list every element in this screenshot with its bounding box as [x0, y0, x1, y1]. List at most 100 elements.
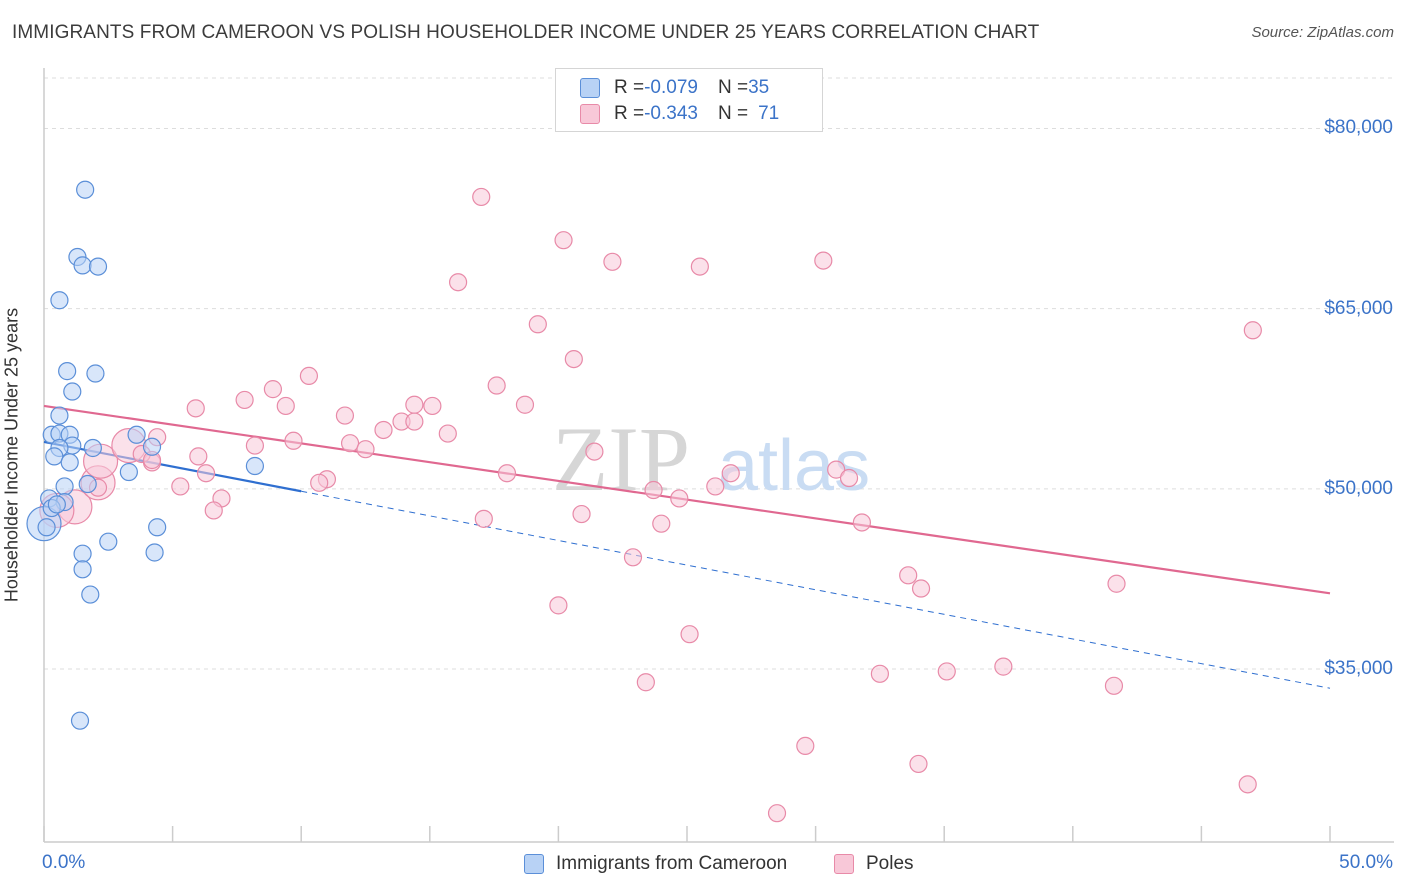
point-poles	[994, 657, 1013, 676]
point-poles	[870, 664, 890, 683]
bottom-legend-cameroon: Immigrants from Cameroon	[524, 852, 787, 876]
x-tick-min: 0.0%	[42, 852, 86, 873]
point-poles	[515, 395, 535, 414]
point-poles	[186, 399, 205, 418]
point-cameroon	[83, 438, 102, 458]
point-poles	[680, 625, 699, 644]
point-poles	[690, 257, 709, 276]
point-cameroon	[99, 532, 118, 551]
bottom-legend-swatch-poles	[834, 854, 854, 874]
point-poles	[423, 396, 442, 416]
legend-r-value: -0.079	[644, 77, 698, 98]
point-poles	[497, 464, 517, 483]
point-poles	[899, 566, 918, 585]
point-cameroon	[63, 382, 82, 401]
point-poles	[911, 579, 931, 598]
point-poles	[299, 366, 319, 386]
point-poles	[284, 431, 303, 450]
point-cameroon	[50, 291, 69, 310]
point-cameroon	[37, 518, 56, 537]
point-poles	[204, 501, 223, 520]
legend-r-label: R =	[614, 77, 645, 98]
point-poles	[438, 424, 457, 443]
axes	[43, 68, 1394, 843]
point-poles	[1243, 321, 1262, 340]
bottom-legend-swatch-cameroon	[524, 854, 544, 874]
point-poles	[356, 440, 375, 459]
correlation-legend: R = -0.079 N = 35 R = -0.343 N = 71	[555, 68, 823, 132]
point-poles	[245, 436, 265, 455]
legend-n-value: 35	[748, 77, 770, 98]
watermark: ZIP atlas	[552, 408, 870, 510]
watermark-atlas: atlas	[718, 426, 870, 506]
chart-title: IMMIGRANTS FROM CAMEROON VS POLISH HOUSE…	[12, 22, 1040, 43]
legend-row-cameroon: R = -0.079 N = 35	[580, 76, 769, 100]
point-poles	[405, 395, 424, 414]
point-cameroon	[148, 518, 167, 537]
source-label: Source: ZipAtlas.com	[1251, 24, 1394, 41]
point-poles	[644, 480, 663, 500]
point-cameroon	[88, 257, 108, 276]
point-poles	[335, 406, 355, 425]
point-cameroon	[142, 437, 162, 456]
point-cameroon	[76, 180, 95, 199]
point-poles	[1238, 775, 1257, 794]
point-poles	[572, 504, 591, 524]
y-axis-label: Householder Income Under 25 years	[1, 307, 22, 603]
point-poles	[472, 187, 491, 207]
point-poles	[767, 804, 787, 823]
point-poles	[340, 434, 360, 453]
point-poles	[263, 380, 283, 399]
point-poles	[374, 420, 393, 440]
point-cameroon	[58, 362, 77, 381]
point-cameroon	[86, 364, 105, 383]
point-poles	[852, 513, 871, 532]
point-poles	[721, 464, 740, 483]
point-poles	[448, 273, 468, 292]
point-poles	[1104, 676, 1124, 695]
point-poles	[603, 252, 622, 271]
y-tick-label: $65,000	[1324, 297, 1393, 319]
point-poles	[652, 514, 671, 533]
point-cameroon	[127, 425, 146, 444]
point-poles	[585, 442, 604, 461]
point-cameroon	[81, 585, 100, 604]
point-poles	[909, 754, 928, 774]
point-poles	[670, 489, 689, 508]
point-cameroon	[47, 495, 66, 514]
point-poles	[235, 390, 254, 410]
point-cameroon	[73, 256, 92, 275]
point-cameroon	[70, 711, 90, 730]
legend-n-label: N =	[717, 77, 749, 98]
point-cameroon	[45, 447, 64, 466]
point-cameroon	[78, 474, 97, 494]
legend-r-label: R =	[614, 103, 645, 124]
point-cameroon	[60, 453, 79, 472]
trend-extension-cameroon	[301, 490, 1331, 689]
y-tick-label: $80,000	[1324, 117, 1393, 139]
point-poles	[564, 349, 583, 369]
point-poles	[189, 447, 208, 466]
legend-swatch-poles	[580, 104, 600, 124]
legend-row-poles: R = -0.343 N = 71	[580, 102, 779, 126]
point-poles	[171, 477, 190, 496]
point-poles	[827, 460, 846, 479]
point-poles	[839, 468, 859, 488]
point-poles	[636, 673, 655, 692]
point-poles	[196, 464, 216, 483]
x-tick-max: 50.0%	[1339, 852, 1393, 873]
point-poles	[706, 477, 725, 496]
point-cameroon	[245, 456, 265, 476]
point-cameroon	[55, 477, 74, 496]
y-tick-label: $35,000	[1324, 658, 1393, 680]
point-cameroon	[145, 543, 164, 562]
point-cameroon	[50, 406, 69, 425]
legend-swatch-cameroon	[580, 78, 600, 98]
bottom-legend-label-cameroon: Immigrants from Cameroon	[556, 853, 788, 874]
point-poles	[405, 412, 424, 431]
point-poles	[937, 662, 956, 681]
point-poles	[487, 376, 506, 395]
point-poles	[310, 473, 329, 492]
legend-r-value: -0.343	[644, 103, 698, 124]
